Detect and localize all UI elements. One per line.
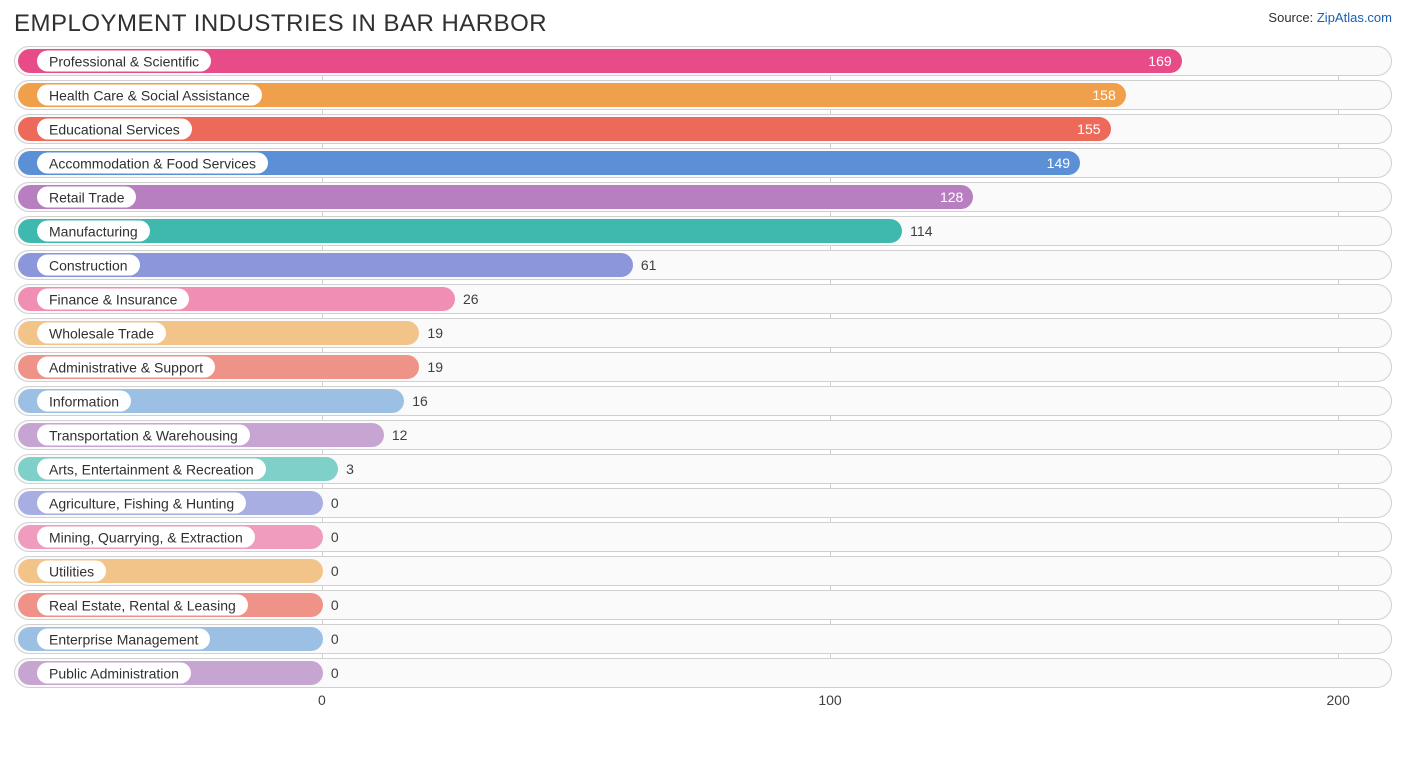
bar-value: 0: [331, 495, 339, 511]
bar-row: 0 Public Administration: [14, 658, 1392, 688]
bar-value: 12: [392, 427, 408, 443]
bar-value: 149: [1047, 155, 1070, 171]
bar-label: Arts, Entertainment & Recreation: [37, 459, 266, 480]
bar-value: 19: [427, 359, 443, 375]
bar-value: 26: [463, 291, 479, 307]
x-axis: 0 100 200: [14, 692, 1392, 716]
bar-fill: 128: [18, 185, 973, 209]
bar-label: Enterprise Management: [37, 629, 210, 650]
bar-label: Retail Trade: [37, 187, 136, 208]
bar-label: Mining, Quarrying, & Extraction: [37, 527, 255, 548]
bar-value: 3: [346, 461, 354, 477]
bar-row: 0 Agriculture, Fishing & Hunting: [14, 488, 1392, 518]
axis-tick: 100: [818, 692, 841, 708]
chart-source: Source: ZipAtlas.com: [1268, 10, 1392, 25]
bar-label: Utilities: [37, 561, 106, 582]
bar-row: 3 Arts, Entertainment & Recreation: [14, 454, 1392, 484]
bar-value: 128: [940, 189, 963, 205]
bar-label: Finance & Insurance: [37, 289, 189, 310]
bar-row: 26 Finance & Insurance: [14, 284, 1392, 314]
bar-row: 128 Retail Trade: [14, 182, 1392, 212]
bar-label: Construction: [37, 255, 140, 276]
bar-value: 16: [412, 393, 428, 409]
chart-title: EMPLOYMENT INDUSTRIES IN BAR HARBOR: [14, 10, 547, 38]
bar-chart: 169 Professional & Scientific 158 Health Ca…: [14, 46, 1392, 688]
bar-label: Wholesale Trade: [37, 323, 166, 344]
bar-label: Agriculture, Fishing & Hunting: [37, 493, 246, 514]
chart-header: EMPLOYMENT INDUSTRIES IN BAR HARBOR Sour…: [14, 10, 1392, 38]
bar-row: 19 Wholesale Trade: [14, 318, 1392, 348]
bar-fill: [18, 219, 902, 243]
bar-label: Accommodation & Food Services: [37, 153, 268, 174]
bar-label: Educational Services: [37, 119, 192, 140]
bar-row: 155 Educational Services: [14, 114, 1392, 144]
bar-row: 169 Professional & Scientific: [14, 46, 1392, 76]
bar-row: 0 Enterprise Management: [14, 624, 1392, 654]
bar-row: 19 Administrative & Support: [14, 352, 1392, 382]
bar-row: 16 Information: [14, 386, 1392, 416]
bar-list: 169 Professional & Scientific 158 Health Ca…: [14, 46, 1392, 688]
bar-row: 12 Transportation & Warehousing: [14, 420, 1392, 450]
bar-value: 0: [331, 597, 339, 613]
bar-value: 61: [641, 257, 657, 273]
bar-value: 0: [331, 563, 339, 579]
bar-label: Transportation & Warehousing: [37, 425, 250, 446]
bar-label: Health Care & Social Assistance: [37, 85, 262, 106]
bar-row: 114 Manufacturing: [14, 216, 1392, 246]
bar-row: 0 Utilities: [14, 556, 1392, 586]
bar-row: 158 Health Care & Social Assistance: [14, 80, 1392, 110]
source-label: Source:: [1268, 10, 1313, 25]
bar-value: 155: [1077, 121, 1100, 137]
bar-value: 169: [1148, 53, 1171, 69]
bar-label: Public Administration: [37, 663, 191, 684]
bar-label: Manufacturing: [37, 221, 150, 242]
bar-row: 0 Mining, Quarrying, & Extraction: [14, 522, 1392, 552]
bar-value: 0: [331, 631, 339, 647]
bar-label: Administrative & Support: [37, 357, 215, 378]
bar-value: 114: [910, 223, 932, 239]
chart-container: 169 Professional & Scientific 158 Health Ca…: [14, 46, 1392, 716]
axis-tick: 200: [1326, 692, 1349, 708]
source-link[interactable]: ZipAtlas.com: [1317, 10, 1392, 25]
bar-value: 19: [427, 325, 443, 341]
axis-tick: 0: [318, 692, 326, 708]
bar-value: 158: [1092, 87, 1115, 103]
bar-label: Real Estate, Rental & Leasing: [37, 595, 248, 616]
bar-row: 61 Construction: [14, 250, 1392, 280]
bar-label: Professional & Scientific: [37, 51, 211, 72]
bar-value: 0: [331, 665, 339, 681]
bar-row: 149 Accommodation & Food Services: [14, 148, 1392, 178]
bar-value: 0: [331, 529, 339, 545]
bar-row: 0 Real Estate, Rental & Leasing: [14, 590, 1392, 620]
bar-label: Information: [37, 391, 131, 412]
